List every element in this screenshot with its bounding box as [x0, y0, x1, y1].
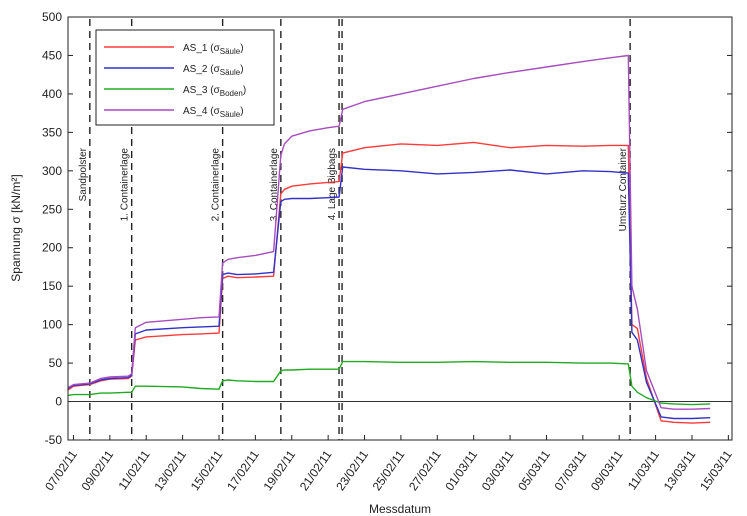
x-tick-label: 01/03/11: [442, 447, 480, 493]
x-tick-label: 21/02/11: [297, 447, 335, 493]
x-axis-title: Messdatum: [369, 502, 431, 516]
x-tick-label: 11/02/11: [115, 447, 152, 492]
legend-entry-tail: ): [240, 43, 243, 54]
legend-box: [95, 29, 275, 126]
legend-entry-subscript: Säule: [220, 47, 241, 56]
legend-entry-subscript: Boden: [220, 89, 243, 98]
legend-entry: AS_3 (σBoden): [183, 85, 246, 98]
x-tick-label: 27/02/11: [406, 447, 444, 493]
legend-entry-tail: ): [240, 64, 243, 75]
x-tick-label: 03/03/11: [479, 447, 517, 493]
x-tick-label: 07/03/11: [552, 447, 590, 493]
event-label: 2. Containerlage: [211, 148, 222, 222]
legend: AS_1 (σSäule)AS_2 (σSäule)AS_3 (σBoden)A…: [95, 29, 275, 126]
plot-frame: [67, 16, 733, 441]
series-line-3: [67, 360, 711, 406]
y-tick-label: 450: [42, 48, 62, 62]
x-tick-label: 05/03/11: [515, 447, 553, 493]
x-tick-label: 07/02/11: [42, 447, 80, 493]
legend-entry-subscript: Säule: [220, 68, 241, 77]
y-tick-label: 250: [42, 202, 62, 216]
x-tick-label: 15/03/11: [697, 447, 735, 493]
legend-entry-tail: ): [240, 106, 243, 117]
x-tick-label: 23/02/11: [333, 447, 371, 493]
y-tick-label: 0: [55, 395, 62, 409]
event-label: 1. Containerlage: [120, 148, 131, 222]
legend-entry: AS_1 (σSäule): [183, 43, 244, 56]
event-label: Umsturz Container: [618, 147, 629, 231]
legend-entry: AS_4 (σSäule): [183, 106, 244, 119]
x-tick-label: 09/03/11: [588, 447, 626, 493]
x-tick-label: 17/02/11: [224, 447, 262, 493]
y-tick-label: 200: [42, 241, 62, 255]
series-line-4: [67, 54, 711, 410]
y-tick-label: 300: [42, 164, 62, 178]
legend-entry-main: AS_2 (σ: [183, 64, 221, 75]
legend-entry-tail: ): [243, 85, 246, 96]
legend-entry-subscript: Säule: [220, 110, 241, 119]
y-tick-label: 100: [42, 318, 62, 332]
data-series: [67, 54, 711, 424]
series-line-2: [67, 166, 711, 420]
x-tick-label: 13/02/11: [151, 447, 189, 493]
y-tick-label: 50: [49, 356, 63, 370]
series-line-1: [67, 141, 711, 424]
x-tick-label: 09/02/11: [79, 447, 117, 493]
x-tick-label: 25/02/11: [370, 447, 408, 493]
x-tick-label: 19/02/11: [260, 447, 298, 493]
y-tick-label: 400: [42, 87, 62, 101]
y-tick-label: 150: [42, 279, 62, 293]
y-axis-title: Spannung σ [kN/m²]: [9, 174, 23, 281]
legend-entry-main: AS_3 (σ: [183, 85, 221, 96]
x-tick-label: 11/03/11: [625, 447, 662, 492]
y-axis-ticks: -50 0 50 100 150 200 250 300 350 400 450 500: [42, 10, 732, 447]
y-tick-label: 500: [42, 10, 62, 24]
y-tick-label: -50: [45, 433, 63, 447]
event-label: Sandpolster: [78, 147, 89, 201]
legend-entry: AS_2 (σSäule): [183, 64, 244, 77]
event-label: 4. Lage Bigbags: [327, 148, 338, 220]
legend-entry-main: AS_1 (σ: [183, 43, 221, 54]
y-tick-label: 350: [42, 125, 62, 139]
event-label: 3. Containerlage: [269, 148, 280, 222]
legend-entry-main: AS_4 (σ: [183, 106, 221, 117]
x-tick-label: 13/03/11: [661, 447, 699, 493]
x-tick-label: 15/02/11: [188, 447, 226, 493]
